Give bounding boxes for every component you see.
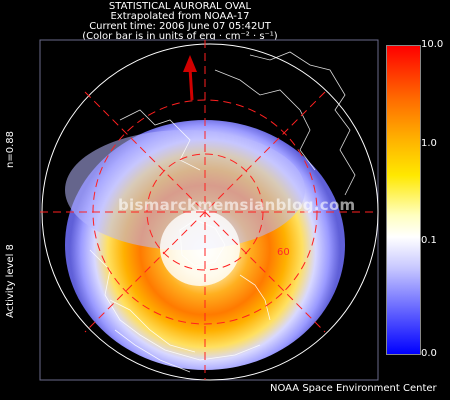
colorbar-tick-0-1: 0.1 bbox=[421, 235, 437, 246]
header: STATISTICAL AURORAL OVAL Extrapolated fr… bbox=[0, 2, 360, 42]
footer-credit: NOAA Space Environment Center bbox=[270, 383, 437, 394]
sun-direction-arrow bbox=[183, 55, 197, 101]
colorbar-tick-1: 1.0 bbox=[421, 138, 437, 149]
watermark: bismarckmemsianblog.com bbox=[118, 196, 356, 214]
title: STATISTICAL AURORAL OVAL bbox=[108, 1, 252, 12]
colorbar-tick-min: 0.0 bbox=[421, 348, 437, 359]
n-value-label: n=0.88 bbox=[5, 131, 16, 168]
latitude-longitude-grid bbox=[40, 40, 378, 380]
activity-level-label: Activity level 8 bbox=[5, 244, 16, 318]
subtitle: Extrapolated from NOAA-17 bbox=[110, 11, 250, 22]
colorbar-units: (Color bar is in units of erg · cm⁻² · s… bbox=[82, 31, 278, 42]
current-time: Current time: 2006 June 07 05:42UT bbox=[89, 21, 271, 32]
latitude-60-label: 60 bbox=[277, 247, 290, 258]
coastlines bbox=[89, 51, 356, 373]
colorbar bbox=[386, 45, 422, 358]
colorbar-gradient bbox=[386, 45, 421, 355]
auroral-oval-map bbox=[39, 39, 379, 381]
colorbar-tick-max: 10.0 bbox=[421, 39, 444, 50]
